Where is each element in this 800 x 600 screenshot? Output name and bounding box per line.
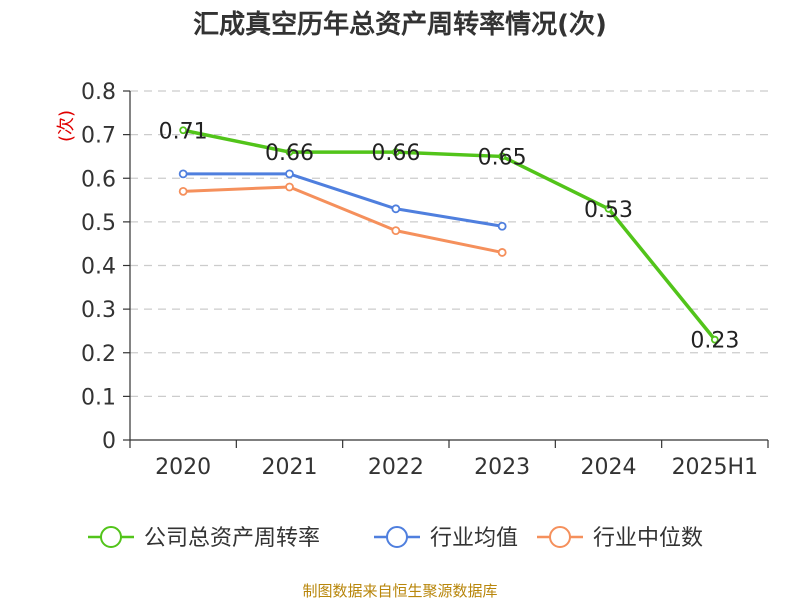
- data-point: [179, 126, 188, 135]
- data-labels: 0.71 0.66 0.66 0.65 0.53 0.23: [159, 119, 740, 353]
- series-1: [178, 169, 507, 231]
- y-tick-label: 0.5: [81, 211, 116, 236]
- data-point: [285, 169, 294, 179]
- data-label: 0.65: [478, 145, 527, 170]
- y-tick-label: 0.4: [81, 255, 116, 280]
- y-tick-label: 0.2: [81, 342, 116, 367]
- legend-item[interactable]: 行业中位数: [537, 526, 703, 551]
- y-tick-label: 0.7: [81, 124, 116, 149]
- x-tick-label: 2022: [368, 455, 424, 480]
- chart-title: 汇成真空历年总资产周转率情况(次): [193, 9, 607, 40]
- x-tick-labels: 2020 2021 2022 2023 2024 2025H1: [155, 455, 758, 480]
- legend-item[interactable]: 公司总资产周转率: [88, 526, 320, 551]
- data-point: [604, 204, 613, 213]
- x-tick-label: 2023: [474, 455, 530, 480]
- legend-label: 行业中位数: [593, 526, 703, 551]
- data-point: [178, 169, 188, 179]
- data-label: 0.71: [159, 119, 208, 144]
- data-point: [710, 335, 719, 344]
- y-axis-unit: (次): [56, 110, 77, 142]
- data-point: [498, 152, 507, 161]
- series-group: [178, 126, 719, 344]
- y-tick-labels: 0 0.1 0.2 0.3 0.4 0.5 0.6 0.7 0.8: [81, 80, 116, 454]
- data-point: [285, 182, 294, 192]
- data-point: [391, 204, 401, 214]
- y-tick-label: 0: [102, 429, 116, 454]
- grid: [123, 90, 768, 441]
- legend-label: 行业均值: [430, 526, 518, 551]
- data-point: [497, 248, 507, 257]
- series-2: [178, 182, 507, 257]
- y-tick-label: 0.8: [81, 80, 116, 105]
- legend: 公司总资产周转率 行业均值 行业中位数: [88, 526, 703, 551]
- data-point: [391, 226, 401, 236]
- data-label: 0.53: [584, 198, 633, 223]
- series-0: [179, 126, 719, 344]
- axes: [129, 91, 769, 448]
- data-label: 0.66: [371, 141, 420, 166]
- y-tick-label: 0.6: [81, 167, 116, 192]
- legend-swatch-marker: [100, 526, 122, 548]
- x-tick-label: 2020: [155, 455, 211, 480]
- data-label: 0.66: [265, 141, 314, 166]
- series-line: [182, 128, 717, 341]
- x-tick-label: 2024: [581, 455, 637, 480]
- legend-swatch-marker: [386, 526, 408, 548]
- y-tick-label: 0.3: [81, 298, 116, 323]
- series-line: [183, 172, 503, 228]
- data-point: [497, 221, 507, 231]
- x-tick-label: 2021: [262, 455, 318, 480]
- series-line: [183, 185, 503, 254]
- legend-item[interactable]: 行业均值: [374, 526, 518, 551]
- data-point: [391, 148, 400, 156]
- legend-swatch-marker: [549, 526, 571, 548]
- source-note: 制图数据来自恒生聚源数据库: [302, 582, 497, 600]
- data-point: [285, 148, 294, 156]
- legend-label: 公司总资产周转率: [144, 526, 320, 551]
- data-label: 0.23: [690, 329, 739, 354]
- y-tick-label: 0.1: [81, 385, 116, 410]
- x-tick-label: 2025H1: [672, 455, 759, 480]
- data-point: [178, 186, 188, 196]
